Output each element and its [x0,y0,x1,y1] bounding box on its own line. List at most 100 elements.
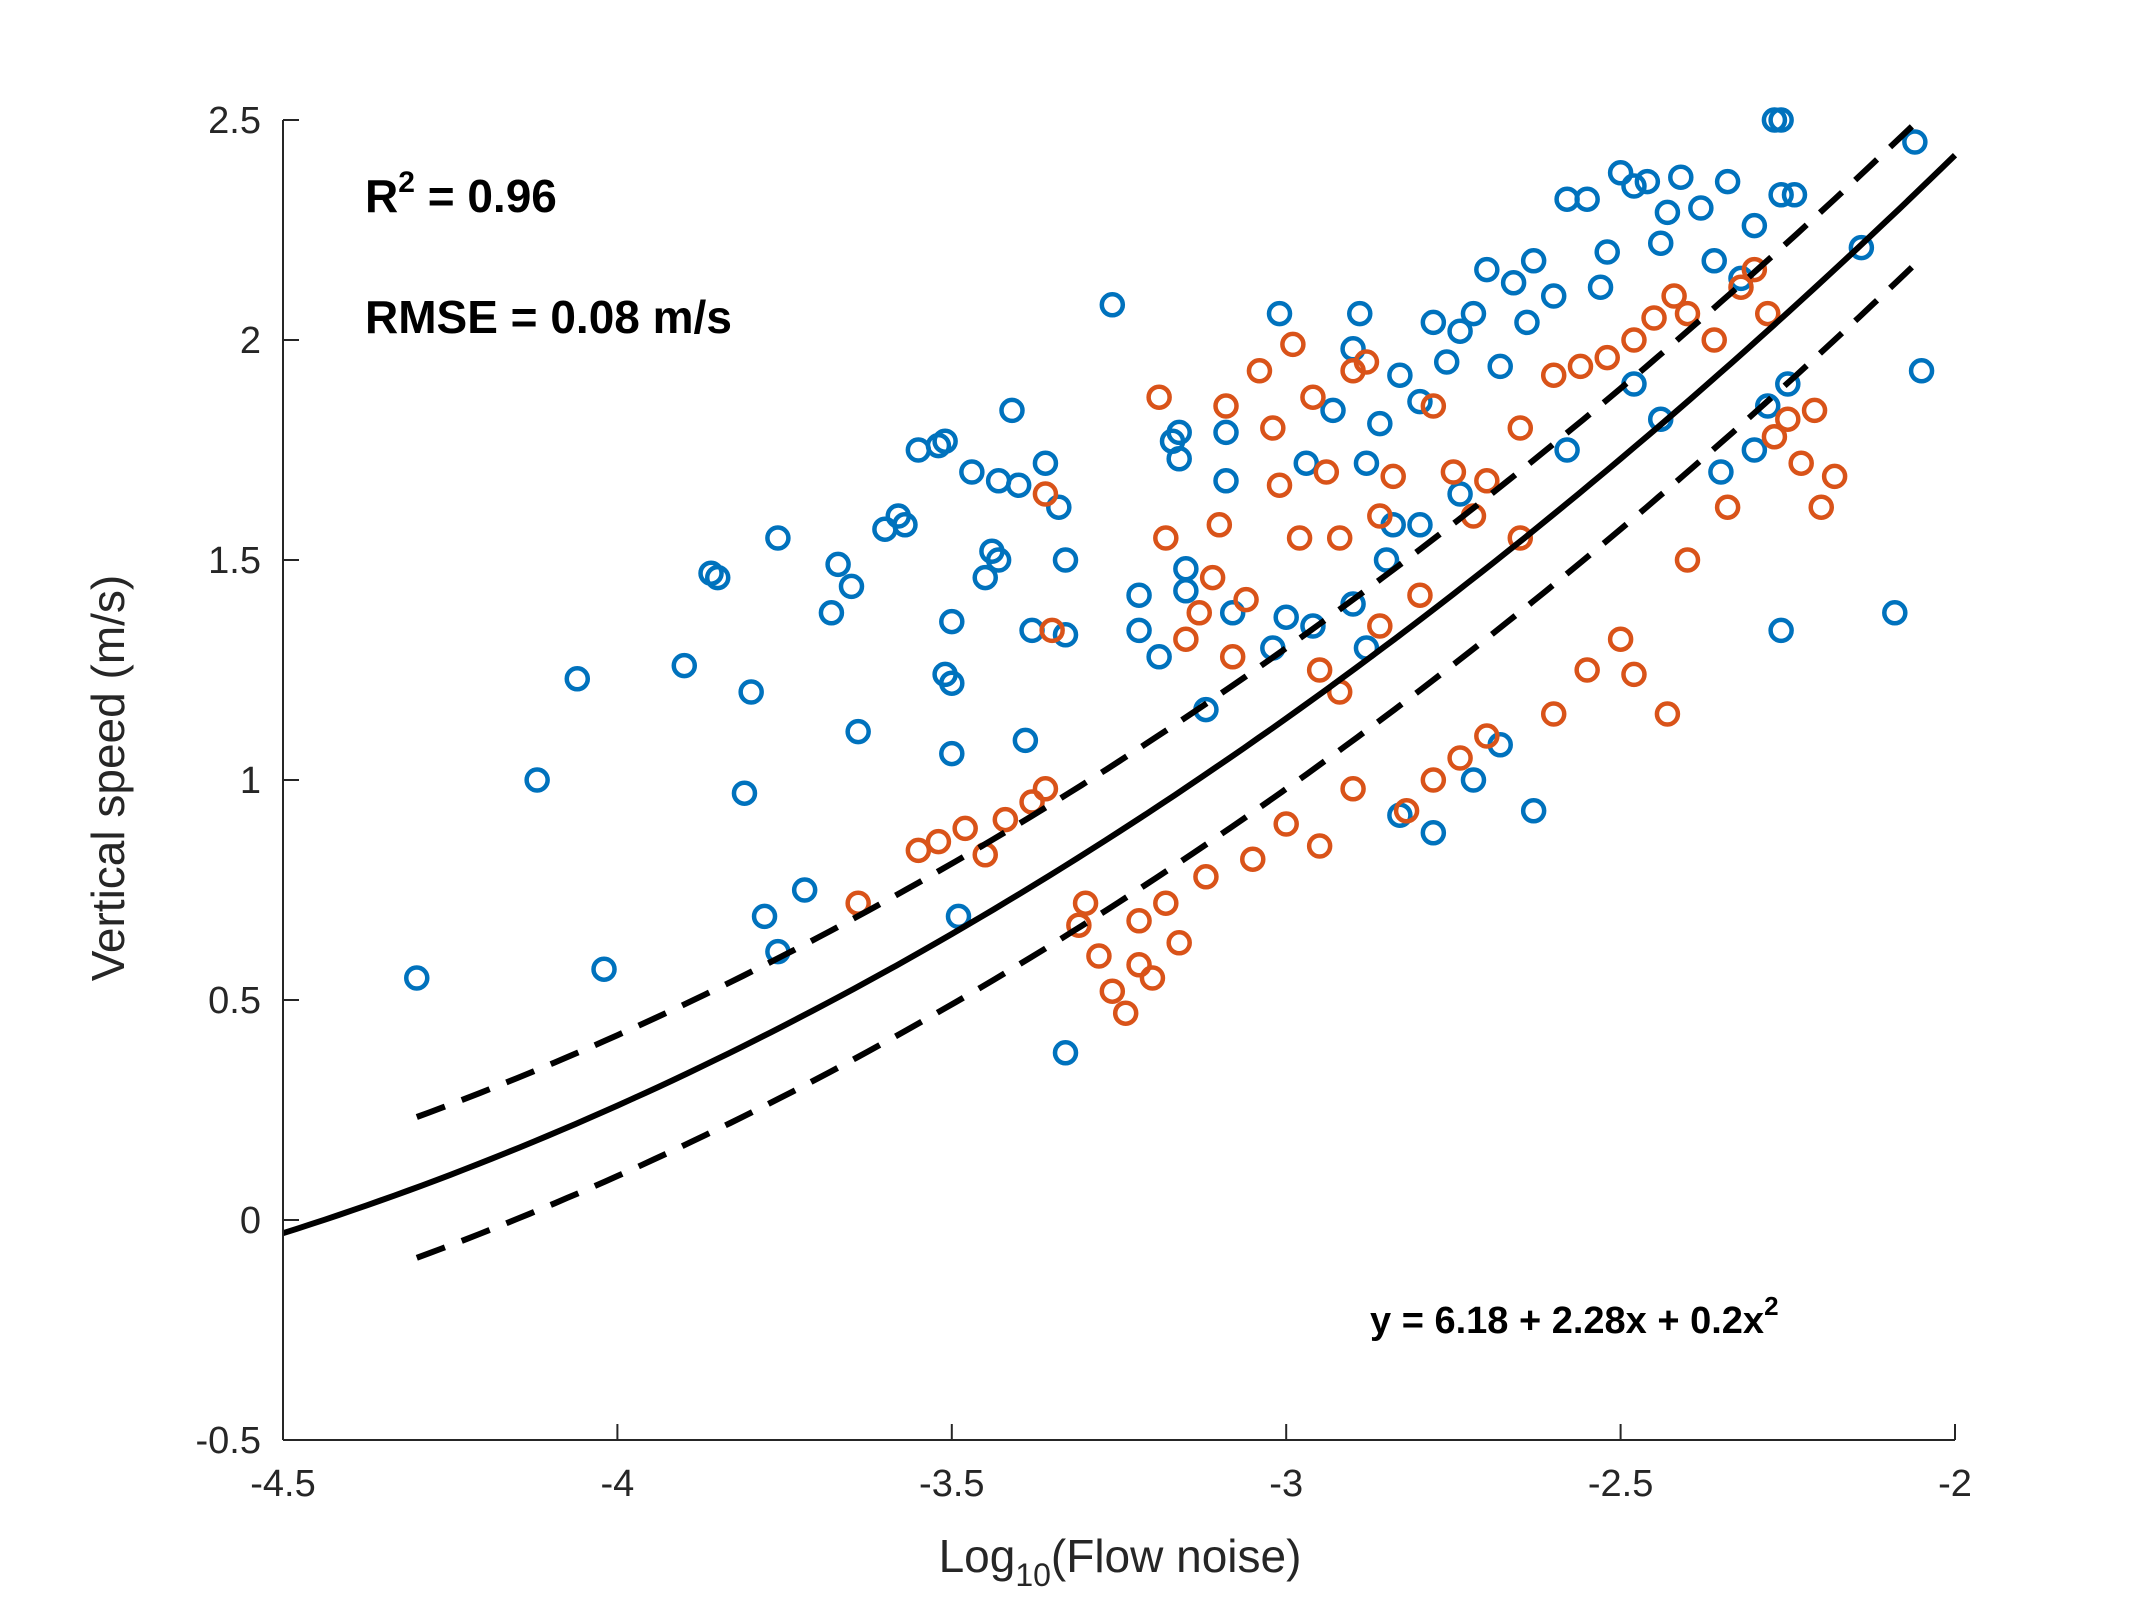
data-point-blue [1768,617,1794,644]
data-point-orange [1146,384,1172,410]
data-point-orange [1206,512,1233,538]
y-tick-label: 0 [240,1200,261,1242]
data-point-blue [1607,160,1634,186]
data-point-blue [1754,393,1781,419]
data-point-orange [1674,547,1701,573]
x-tick-label: -3 [1269,1463,1303,1505]
data-point-blue [1487,353,1513,380]
data-point-orange [1039,617,1065,644]
data-point-orange [1621,661,1647,688]
data-point-blue [1460,767,1487,793]
data-point-orange [1166,930,1192,956]
y-tick-label: 2.5 [208,100,261,142]
data-point-orange [1286,525,1313,551]
data-point-orange [1801,397,1828,424]
data-point-orange [1641,305,1667,331]
data-point-orange [1300,384,1326,410]
data-point-orange [1213,393,1239,419]
x-tick-label: -2 [1938,1463,1972,1505]
data-point-orange [1260,415,1286,441]
data-point-blue [671,652,698,679]
data-point-orange [1066,912,1092,938]
data-point-blue [1005,472,1032,498]
data-point-blue [939,670,965,696]
data-point-blue [1420,820,1447,846]
data-point-orange [1540,362,1567,388]
data-point-blue [1052,622,1079,648]
data-point-blue [1540,283,1567,309]
rmse-annotation: RMSE = 0.08 m/s [365,291,732,343]
fit-curve [282,153,1958,1237]
axes-layer: -4.5 -4 -3.5 -3 -2.5 -2 -0.5 0 0.5 1 1.5 2 2.5 [196,100,1972,1505]
data-point-blue [1634,168,1661,195]
data-point-orange [952,815,978,842]
data-point-blue [1166,419,1192,446]
r-squared-annotation: R2 = 0.96 [365,166,557,222]
data-point-blue [1701,248,1727,274]
data-point-blue [838,573,865,600]
data-point-blue [1688,195,1714,221]
data-point-orange [1420,767,1447,793]
data-point-blue [1514,309,1540,336]
data-point-orange [1654,701,1681,727]
data-point-blue [1353,450,1380,476]
data-point-orange [1240,846,1266,872]
data-point-orange [1219,644,1246,670]
x-tick-label: -2.5 [1588,1463,1653,1505]
data-point-orange [1173,626,1199,652]
data-point-orange [1112,1000,1139,1026]
data-point-orange [1186,600,1213,626]
data-point-orange [1661,283,1687,309]
data-point-orange [1032,481,1059,507]
data-point-blue [1708,459,1734,485]
data-point-orange [1126,952,1152,978]
data-point-orange [1326,525,1353,551]
data-point-blue [1052,1040,1079,1066]
data-point-orange [1420,393,1447,419]
data-point-blue [939,740,965,767]
data-point-blue [1741,212,1768,239]
data-point-blue [1126,582,1152,608]
data-point-blue [999,397,1025,424]
data-point-orange [1821,463,1848,490]
data-point-blue [892,512,918,538]
data-point-blue [1266,300,1293,327]
data-point-blue [1902,129,1928,155]
data-point-orange [1380,463,1406,490]
y-tick-label: 2 [240,320,261,362]
data-point-blue [1447,318,1473,344]
data-point-orange [1594,344,1620,371]
data-point-orange [1367,613,1393,639]
data-point-blue [1574,186,1600,212]
data-point-orange [1621,327,1647,353]
data-point-blue [825,551,851,578]
data-point-blue [1554,437,1580,463]
data-point-blue [1320,397,1346,424]
data-point-blue [1219,600,1246,626]
data-point-orange [905,837,932,864]
data-point-blue [1407,388,1433,415]
y-axis-label: Vertical speed (m/s) [82,575,134,981]
data-point-blue [591,956,617,982]
fit-lines-layer [282,114,1958,1261]
data-point-blue [1173,578,1199,604]
data-point-blue [731,780,758,806]
data-point-blue [404,965,430,991]
data-point-blue [1500,270,1527,296]
data-point-orange [1775,406,1801,432]
data-point-orange [1788,450,1814,476]
data-point-blue [1300,613,1326,639]
data-point-orange [1306,833,1333,859]
data-point-orange [1607,626,1634,652]
data-point-blue [1594,239,1620,265]
data-point-orange [1674,300,1701,327]
data-point-orange [1540,701,1567,727]
data-point-orange [1728,274,1754,300]
data-point-blue [1387,362,1413,388]
data-point-blue [791,877,818,903]
data-point-blue [1407,512,1433,538]
data-point-orange [1393,798,1420,824]
data-point-orange [1246,358,1273,384]
data-point-orange [992,806,1019,833]
